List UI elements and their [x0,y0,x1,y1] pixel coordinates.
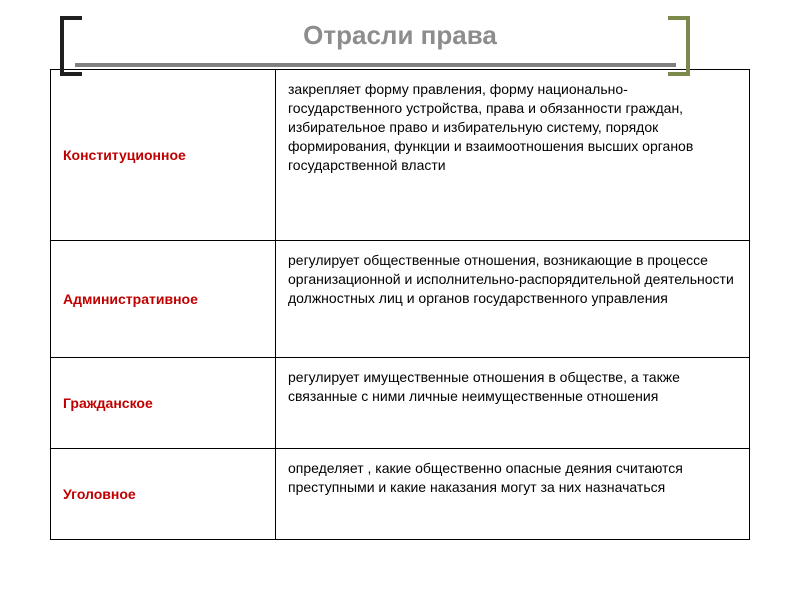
table-row: Конституционное закрепляет форму правлен… [51,70,750,241]
bracket-right-icon [668,16,690,76]
slide: Отрасли права Конституционное закрепляет… [0,0,800,600]
table-row: Гражданское регулирует имущественные отн… [51,358,750,449]
description-cell: регулирует общественные отношения, возни… [276,241,750,358]
table-row: Административное регулирует общественные… [51,241,750,358]
title-block: Отрасли права [50,20,750,51]
law-branches-table: Конституционное закрепляет форму правлен… [50,69,750,540]
description-cell: регулирует имущественные отношения в общ… [276,358,750,449]
category-cell: Гражданское [51,358,276,449]
category-cell: Административное [51,241,276,358]
table-body: Конституционное закрепляет форму правлен… [51,70,750,540]
description-cell: закрепляет форму правления, форму национ… [276,70,750,241]
slide-title: Отрасли права [289,20,511,51]
bracket-left-icon [60,16,82,76]
category-cell: Уголовное [51,449,276,540]
title-underline [75,63,676,67]
description-cell: определяет , какие общественно опасные д… [276,449,750,540]
category-cell: Конституционное [51,70,276,241]
table-row: Уголовное определяет , какие общественно… [51,449,750,540]
